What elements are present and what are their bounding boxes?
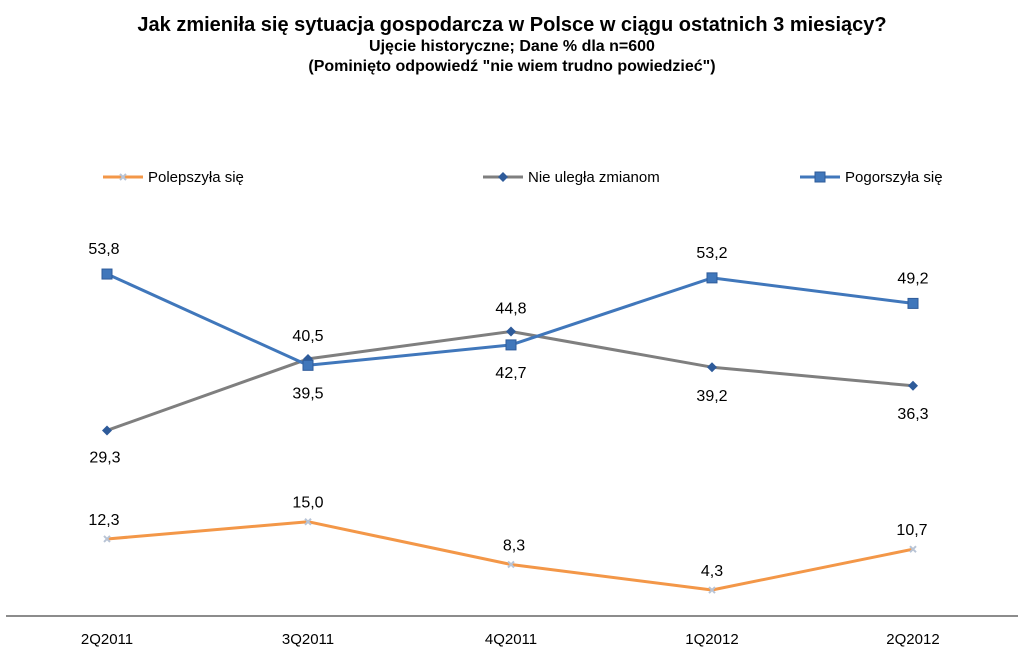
data-label-nie-ulegla-zmianom: 44,8 <box>495 300 526 317</box>
legend-marker-icon <box>498 172 508 182</box>
data-point-pogorszyla-sie <box>302 359 314 371</box>
data-point-pogorszyla-sie <box>907 297 919 309</box>
data-point-polepszyla-sie <box>103 535 111 543</box>
data-label-nie-ulegla-zmianom: 39,2 <box>696 388 727 405</box>
chart-title: Jak zmieniła się sytuacja gospodarcza w … <box>137 14 887 36</box>
x-tick-label: 3Q2011 <box>282 631 334 648</box>
data-label-nie-ulegla-zmianom: 36,3 <box>897 406 928 423</box>
data-label-pogorszyla-sie: 42,7 <box>495 365 526 382</box>
data-point-pogorszyla-sie <box>706 272 718 284</box>
data-label-polepszyla-sie: 8,3 <box>503 538 525 555</box>
data-label-pogorszyla-sie: 39,5 <box>292 385 323 402</box>
data-labels: 12,3 15,0 8,3 4,3 10,7 29,3 40,5 44,8 39,2 36,3 53… <box>88 241 928 580</box>
data-label-polepszyla-sie: 12,3 <box>88 512 119 529</box>
x-tick-label: 2Q2011 <box>81 631 133 648</box>
data-label-nie-ulegla-zmianom: 40,5 <box>292 328 323 345</box>
legend-marker-icon <box>119 173 127 181</box>
chart-subtitle: Ujęcie historyczne; Dane % dla n=600 <box>369 38 655 55</box>
series-line-pogorszyla-sie <box>106 272 914 367</box>
data-label-polepszyla-sie: 15,0 <box>292 495 323 512</box>
data-label-polepszyla-sie: 10,7 <box>896 522 927 539</box>
x-axis-ticks: 2Q2011 3Q2011 4Q2011 1Q2012 2Q2012 <box>81 631 940 648</box>
legend: Polepszyła się Nie uległa zmianom Pogorszy… <box>103 169 943 186</box>
data-point-pogorszyla-sie <box>505 339 517 351</box>
legend-item-nie-ulegla-zmianom: Nie uległa zmianom <box>483 169 660 186</box>
data-point-nie-ulegla-zmianom <box>102 425 112 436</box>
data-point-polepszyla-sie <box>304 518 312 526</box>
data-point-nie-ulegla-zmianom <box>908 380 918 391</box>
legend-label: Pogorszyła się <box>845 169 943 186</box>
chart-titles: Jak zmieniła się sytuacja gospodarcza w … <box>0 14 1024 77</box>
data-label-pogorszyla-sie: 53,8 <box>88 241 119 258</box>
data-point-polepszyla-sie <box>507 560 515 569</box>
data-label-pogorszyla-sie: 49,2 <box>897 270 928 287</box>
legend-marker-icon <box>814 171 826 183</box>
legend-item-polepszyla-sie: Polepszyła się <box>103 169 244 186</box>
data-label-nie-ulegla-zmianom: 29,3 <box>89 449 120 466</box>
series-markers <box>101 268 919 594</box>
x-tick-label: 1Q2012 <box>685 631 738 648</box>
legend-label: Polepszyła się <box>148 169 244 186</box>
chart-note: (Pominięto odpowiedź "nie wiem trudno po… <box>308 58 716 75</box>
data-label-polepszyla-sie: 4,3 <box>701 563 723 580</box>
series-line-polepszyla-sie <box>106 520 914 592</box>
data-point-polepszyla-sie <box>909 545 917 553</box>
legend-item-pogorszyla-sie: Pogorszyła się <box>800 169 943 186</box>
data-point-polepszyla-sie <box>708 586 716 594</box>
legend-label: Nie uległa zmianom <box>528 169 660 186</box>
data-point-nie-ulegla-zmianom <box>506 326 516 337</box>
data-label-pogorszyla-sie: 53,2 <box>696 245 727 262</box>
data-point-pogorszyla-sie <box>101 268 113 280</box>
data-point-nie-ulegla-zmianom <box>707 362 717 373</box>
x-tick-label: 4Q2011 <box>485 631 537 648</box>
x-tick-label: 2Q2012 <box>886 631 939 648</box>
